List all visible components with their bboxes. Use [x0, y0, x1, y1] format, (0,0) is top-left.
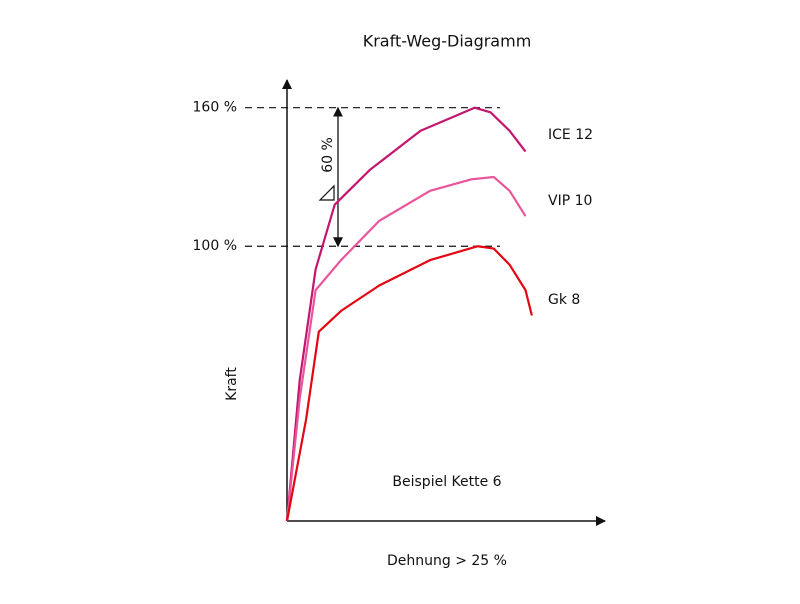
series-label: Gk 8: [548, 292, 580, 308]
series-label: VIP 10: [548, 193, 592, 209]
y-tick-label: 160 %: [193, 100, 237, 116]
annotation: Beispiel Kette 6: [392, 474, 501, 490]
y-tick-label: 100 %: [193, 238, 237, 254]
series-line: [285, 106, 527, 522]
series-line: [285, 245, 533, 522]
y-axis-label: Kraft: [224, 367, 240, 401]
series-line: [285, 175, 527, 522]
series-label: ICE 12: [548, 127, 593, 143]
x-axis-label: Dehnung > 25 %: [387, 553, 507, 569]
chart-title: Kraft-Weg-Diagramm: [363, 32, 532, 51]
annotation: 60 %: [320, 137, 336, 173]
delta-symbol: [318, 184, 335, 201]
